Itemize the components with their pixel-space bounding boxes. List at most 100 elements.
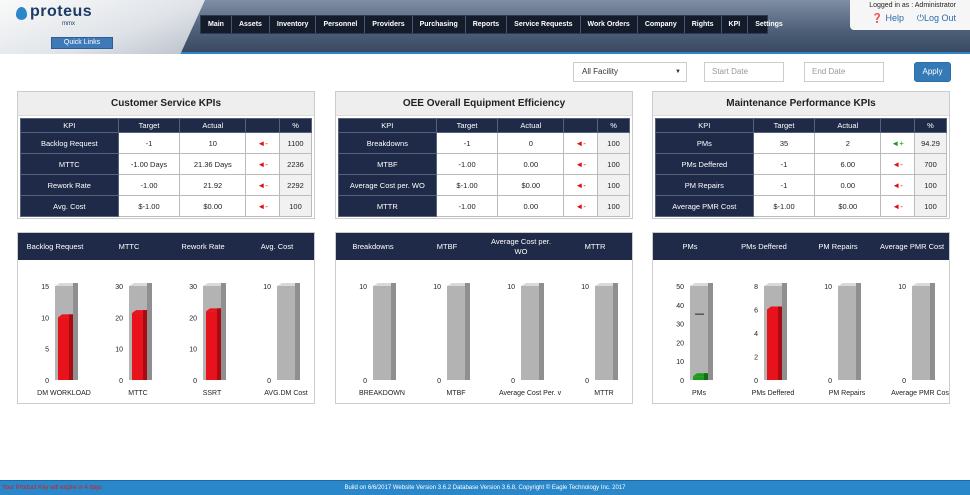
logo-drop-icon — [16, 7, 27, 20]
arrow-down-icon: ◄- — [892, 180, 903, 190]
table-row: Average Cost per. WO $-1.00 $0.00 ◄- 100 — [338, 174, 630, 196]
menu-item-settings[interactable]: Settings — [755, 21, 783, 28]
tick-label: 0 — [585, 378, 589, 385]
tick-label: 0 — [828, 378, 832, 385]
table-row: Backlog Request -1 10 ◄- 1100 — [20, 132, 312, 154]
column-side — [856, 283, 861, 380]
kpi-name-cell: MTBF — [338, 153, 437, 175]
menu-item-reports[interactable]: Reports — [466, 16, 508, 33]
kpi-name-cell: PM Repairs — [655, 174, 754, 196]
trend-cell: ◄- — [563, 195, 599, 217]
percent-cell: 100 — [597, 132, 630, 154]
menu-item-purchasing[interactable]: Purchasing — [413, 16, 466, 33]
column-header: KPI — [338, 118, 437, 133]
trend-cell: ◄- — [245, 132, 281, 154]
percent-cell: 100 — [597, 153, 630, 175]
start-date-input[interactable]: Start Date — [704, 62, 784, 82]
chart-header-label: Avg. Cost — [260, 241, 294, 251]
chart-svg: 0 10 20 30 40 50 PMs 0 2 4 6 8 PMs Deffered 0 10 PM Rep… — [676, 283, 949, 397]
tick-label: 0 — [680, 378, 684, 385]
table-row: Rework Rate -1.00 21.92 ◄- 2292 — [20, 174, 312, 196]
actual-cell: 21.92 — [179, 174, 247, 196]
column-top — [521, 283, 544, 286]
actual-cell: 0.00 — [497, 195, 565, 217]
arrow-down-icon: ◄- — [257, 159, 268, 169]
percent-cell: 1100 — [279, 132, 312, 154]
arrow-down-icon: ◄- — [892, 201, 903, 211]
help-link[interactable]: ❓ Help — [872, 13, 904, 24]
category-label: PMs Deffered — [752, 390, 795, 397]
target-cell: -1 — [117, 132, 181, 154]
footer: Build on 6/6/2017 Website Version 3.6.2 … — [0, 480, 970, 495]
column-top — [595, 283, 618, 286]
kpi-name-cell: Average Cost per. WO — [338, 174, 437, 196]
arrow-up-icon: ◄+ — [891, 138, 904, 148]
logo[interactable]: proteus — [30, 3, 93, 20]
end-date-input[interactable]: End Date — [804, 62, 884, 82]
percent-cell: 100 — [914, 174, 947, 196]
column-side — [465, 283, 470, 380]
kpi-table: KPI Target Actual% Backlog Request -1 10 ◄- 110… — [20, 118, 312, 217]
trend-cell: ◄- — [563, 132, 599, 154]
logout-label: Log Out — [923, 13, 956, 23]
logo-subtitle: mmx — [62, 21, 75, 27]
apply-button[interactable]: Apply — [914, 62, 951, 82]
bar — [58, 317, 69, 380]
table-row: MTBF -1.00 0.00 ◄- 100 — [338, 153, 630, 175]
menu-item-providers[interactable]: Providers — [365, 16, 413, 33]
quick-links-button[interactable]: Quick Links — [51, 37, 113, 49]
facility-select-value: All Facility — [582, 67, 619, 76]
menu-item-inventory[interactable]: Inventory — [270, 16, 317, 33]
chart-header-label: Average Cost per. WO — [491, 236, 551, 256]
column-body — [521, 286, 539, 380]
column-top — [690, 283, 713, 286]
menu-item-service-requests[interactable]: Service Requests — [507, 16, 581, 33]
tick-label: 0 — [511, 378, 515, 385]
chart-svg: 0 10 BREAKDOWN 0 10 MTBF 0 10 Average Cost Per. … — [359, 283, 618, 397]
column-body — [373, 286, 391, 380]
column-body — [277, 286, 295, 380]
column-side — [708, 283, 713, 380]
column-body — [838, 286, 856, 380]
tick-label: 10 — [41, 315, 49, 322]
menu-item-main[interactable]: Main — [201, 16, 232, 33]
tick-label: 10 — [507, 284, 515, 291]
percent-cell: 2236 — [279, 153, 312, 175]
menu-item-personnel[interactable]: Personnel — [316, 16, 366, 33]
chart-header-label: Rework Rate — [181, 241, 225, 251]
column-header: KPI — [20, 118, 119, 133]
tick-label: 0 — [902, 378, 906, 385]
arrow-down-icon: ◄- — [575, 201, 586, 211]
column-header: Actual — [814, 118, 882, 133]
bar-side — [69, 314, 73, 380]
tick-label: 0 — [267, 378, 271, 385]
column-header: Actual — [497, 118, 565, 133]
footer-license-warning[interactable]: Your Product Key will expire in 4 days — [2, 485, 103, 491]
menu-item-company[interactable]: Company — [638, 16, 685, 33]
tick-label: 2 — [754, 355, 758, 362]
column-body — [595, 286, 613, 380]
menu-item-kpi[interactable]: KPI — [722, 16, 749, 33]
chart-header-label: MTTR — [584, 241, 606, 251]
facility-select[interactable]: All Facility ▼ — [573, 62, 687, 82]
target-cell: -1.00 — [117, 174, 181, 196]
filter-bar: All Facility ▼ Start Date End Date Apply — [0, 60, 970, 84]
menu-item-rights[interactable]: Rights — [685, 16, 722, 33]
trend-cell: ◄- — [880, 153, 916, 175]
tick-label: 10 — [359, 284, 367, 291]
percent-cell: 94.29 — [914, 132, 947, 154]
tick-label: 0 — [119, 378, 123, 385]
actual-cell: $0.00 — [497, 174, 565, 196]
kpi-name-cell: Backlog Request — [20, 132, 119, 154]
menu-item-assets[interactable]: Assets — [232, 16, 270, 33]
logout-link[interactable]: ⏻Log Out — [917, 13, 956, 24]
column-header: Target — [117, 118, 181, 133]
category-label: MTTR — [594, 390, 613, 397]
tick-label: 40 — [676, 303, 684, 310]
kpi-name-cell: PMs Deffered — [655, 153, 754, 175]
menu-item-work-orders[interactable]: Work Orders — [581, 16, 638, 33]
chart-header-label: PMs — [682, 241, 698, 251]
tick-label: 30 — [189, 284, 197, 291]
kpi-name-cell: PMs — [655, 132, 754, 154]
kpi-panel-oee: OEE Overall Equipment Efficiency KPI Targe… — [335, 91, 633, 219]
